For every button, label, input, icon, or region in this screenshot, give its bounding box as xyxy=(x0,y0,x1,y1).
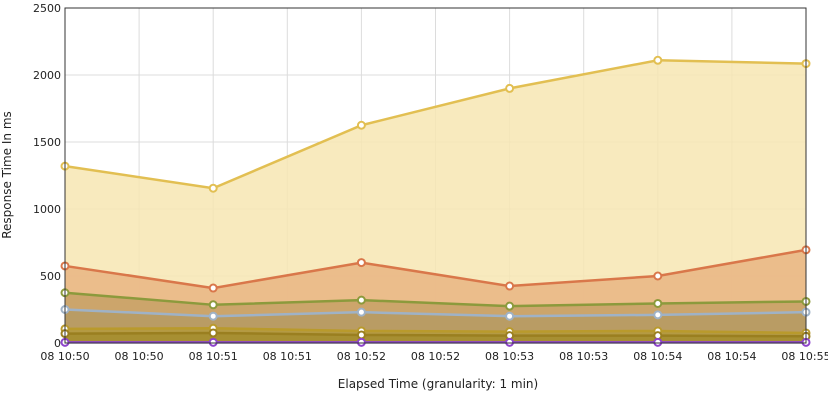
y-tick-label: 0 xyxy=(54,337,61,350)
data-point-s7-3[interactable] xyxy=(356,337,366,347)
data-point-s7-2[interactable] xyxy=(208,337,218,347)
data-point-s1-5[interactable] xyxy=(653,55,663,65)
data-point-s3-4[interactable] xyxy=(505,301,515,311)
x-axis-title: Elapsed Time (granularity: 1 min) xyxy=(338,377,538,391)
data-point-s1-3[interactable] xyxy=(356,120,366,130)
x-tick-label: 08 10:53 xyxy=(559,350,608,363)
data-point-s4-2[interactable] xyxy=(208,311,218,321)
data-point-s7-5[interactable] xyxy=(653,337,663,347)
y-tick-label: 2000 xyxy=(33,69,61,82)
x-tick-label: 08 10:52 xyxy=(337,350,386,363)
data-point-s2-2[interactable] xyxy=(208,283,218,293)
x-tick-label: 08 10:54 xyxy=(633,350,682,363)
y-tick-label: 500 xyxy=(40,270,61,283)
x-tick-label: 08 10:51 xyxy=(263,350,312,363)
x-tick-label: 08 10:50 xyxy=(114,350,163,363)
data-point-s6-2[interactable] xyxy=(208,328,218,338)
y-tick-label: 1000 xyxy=(33,203,61,216)
x-tick-label: 08 10:53 xyxy=(485,350,534,363)
y-tick-label: 1500 xyxy=(33,136,61,149)
series-line-5 xyxy=(64,327,807,335)
series-area-1 xyxy=(65,60,806,343)
y-axis-title: Response Time In ms xyxy=(0,111,14,239)
series-area-6 xyxy=(65,332,806,343)
x-tick-label: 08 10:52 xyxy=(411,350,460,363)
series-lines xyxy=(64,59,807,344)
x-tick-label: 08 10:55 xyxy=(781,350,828,363)
data-point-s3-2[interactable] xyxy=(208,300,218,310)
data-point-s2-4[interactable] xyxy=(505,281,515,291)
x-axis-ticks: 08 10:50 08 10:50 08 10:51 08 10:51 08 10:52… xyxy=(40,350,828,363)
data-point-s4-3[interactable] xyxy=(356,307,366,317)
series-line-1 xyxy=(64,59,807,190)
series-line-2 xyxy=(64,248,807,290)
series-points xyxy=(60,55,811,347)
y-tick-label: 2500 xyxy=(33,2,61,15)
data-point-s7-4[interactable] xyxy=(505,337,515,347)
data-point-s2-3[interactable] xyxy=(356,258,366,268)
y-axis-ticks: 0 500 1000 1500 2000 2500 xyxy=(33,2,61,350)
data-point-s3-5[interactable] xyxy=(653,298,663,308)
x-tick-label: 08 10:51 xyxy=(189,350,238,363)
data-point-s4-5[interactable] xyxy=(653,310,663,320)
data-point-s6-3[interactable] xyxy=(356,330,366,340)
data-point-s1-4[interactable] xyxy=(505,83,515,93)
data-point-s2-5[interactable] xyxy=(653,271,663,281)
x-tick-label: 08 10:54 xyxy=(707,350,756,363)
series-line-6 xyxy=(64,331,807,338)
series-line-3 xyxy=(64,291,807,308)
plot-frame xyxy=(64,7,807,344)
x-tick-label: 08 10:50 xyxy=(40,350,89,363)
series-line-4 xyxy=(64,308,807,318)
data-point-s4-4[interactable] xyxy=(505,311,515,321)
data-point-s3-3[interactable] xyxy=(356,295,366,305)
data-point-s1-2[interactable] xyxy=(208,183,218,193)
